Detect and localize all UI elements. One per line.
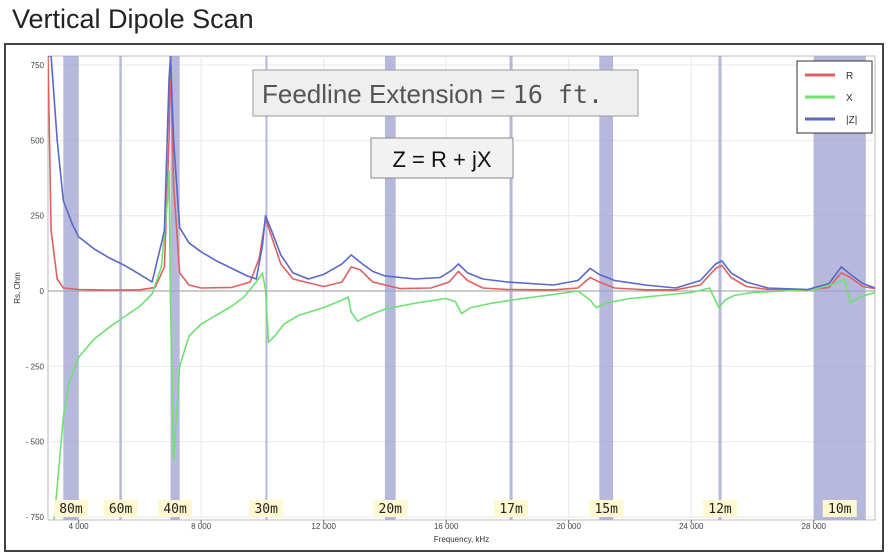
axis-layer: 4 000 8 000 12 000 16 000 20 000 24 000 28 000… — [13, 61, 827, 544]
feedline-label: Feedline Extension = — [262, 79, 513, 109]
band-label-30m: 30m — [249, 500, 284, 517]
y-tick-label: 250 — [31, 212, 45, 221]
legend-label: R — [846, 71, 853, 82]
band-40m — [170, 56, 180, 520]
band-label-60m: 60m — [103, 500, 138, 517]
band-15m — [599, 56, 614, 520]
page-title: Vertical Dipole Scan — [12, 4, 254, 34]
y-tick-label: 0 — [40, 287, 45, 296]
legend-label: X — [846, 93, 853, 104]
y-tick-label: - 250 — [26, 362, 45, 371]
x-tick-label: 12 000 — [311, 522, 336, 531]
series-line-1 — [48, 56, 875, 291]
band-label-text: 15m — [594, 502, 618, 517]
x-tick-label: 28 000 — [802, 522, 827, 531]
band-label-15m: 15m — [589, 500, 624, 517]
series-line-2 — [53, 169, 875, 520]
band-label-17m: 17m — [494, 500, 529, 517]
legend-label: |Z| — [846, 115, 857, 126]
x-tick-label: 4 000 — [69, 522, 90, 531]
band-label-text: 40m — [163, 502, 187, 517]
band-label-80m: 80m — [53, 500, 88, 517]
band-label-text: 10m — [828, 502, 852, 517]
y-tick-label: - 750 — [26, 513, 45, 522]
x-axis-label: Frequency, kHz — [434, 535, 489, 544]
svg-text:Feedline Extension = 16 ft.: Feedline Extension = 16 ft. — [262, 79, 603, 109]
formula-annotation: Z = R + jX — [370, 137, 514, 179]
y-tick-label: 750 — [31, 61, 45, 70]
formula-text: Z = R + jX — [392, 147, 491, 172]
band-label-text: 80m — [59, 502, 83, 517]
band-label-20m: 20m — [373, 500, 408, 517]
x-tick-label: 8 000 — [191, 522, 212, 531]
band-17m — [509, 56, 513, 520]
x-tick-label: 20 000 — [556, 522, 581, 531]
band-label-text: 60m — [109, 502, 133, 517]
band-label-text: 30m — [254, 502, 278, 517]
x-tick-label: 16 000 — [434, 522, 459, 531]
band-label-text: 17m — [499, 502, 523, 517]
band-12m — [718, 56, 722, 520]
series-line-3 — [48, 56, 875, 291]
band-20m — [384, 56, 396, 520]
band-60m — [119, 56, 122, 520]
feedline-annotation: Feedline Extension = 16 ft. — [252, 69, 639, 117]
y-tick-label: 500 — [31, 136, 45, 145]
band-label-12m: 12m — [703, 500, 738, 517]
y-axis-label: Rs, Ohm — [13, 272, 22, 304]
band-30m — [265, 56, 268, 520]
y-tick-label: - 500 — [26, 438, 45, 447]
band-label-text: 20m — [379, 502, 403, 517]
grid-layer — [47, 55, 876, 521]
x-tick-label: 24 000 — [679, 522, 704, 531]
plot-area — [47, 55, 876, 521]
band-label-40m: 40m — [158, 500, 193, 517]
band-label-10m: 10m — [822, 500, 857, 517]
chart-canvas: 4 000 8 000 12 000 16 000 20 000 24 000 28 000… — [13, 55, 876, 544]
chart-frame: 4 000 8 000 12 000 16 000 20 000 24 000 28 000… — [4, 43, 884, 552]
legend: RX |Z| — [796, 60, 873, 134]
feedline-value: 16 ft. — [513, 80, 603, 109]
band-label-layer: 80m 60m 40m 30m 20m 17m 15m 12m 10m — [53, 500, 857, 517]
series-layer — [48, 56, 875, 520]
band-label-text: 12m — [708, 502, 732, 517]
